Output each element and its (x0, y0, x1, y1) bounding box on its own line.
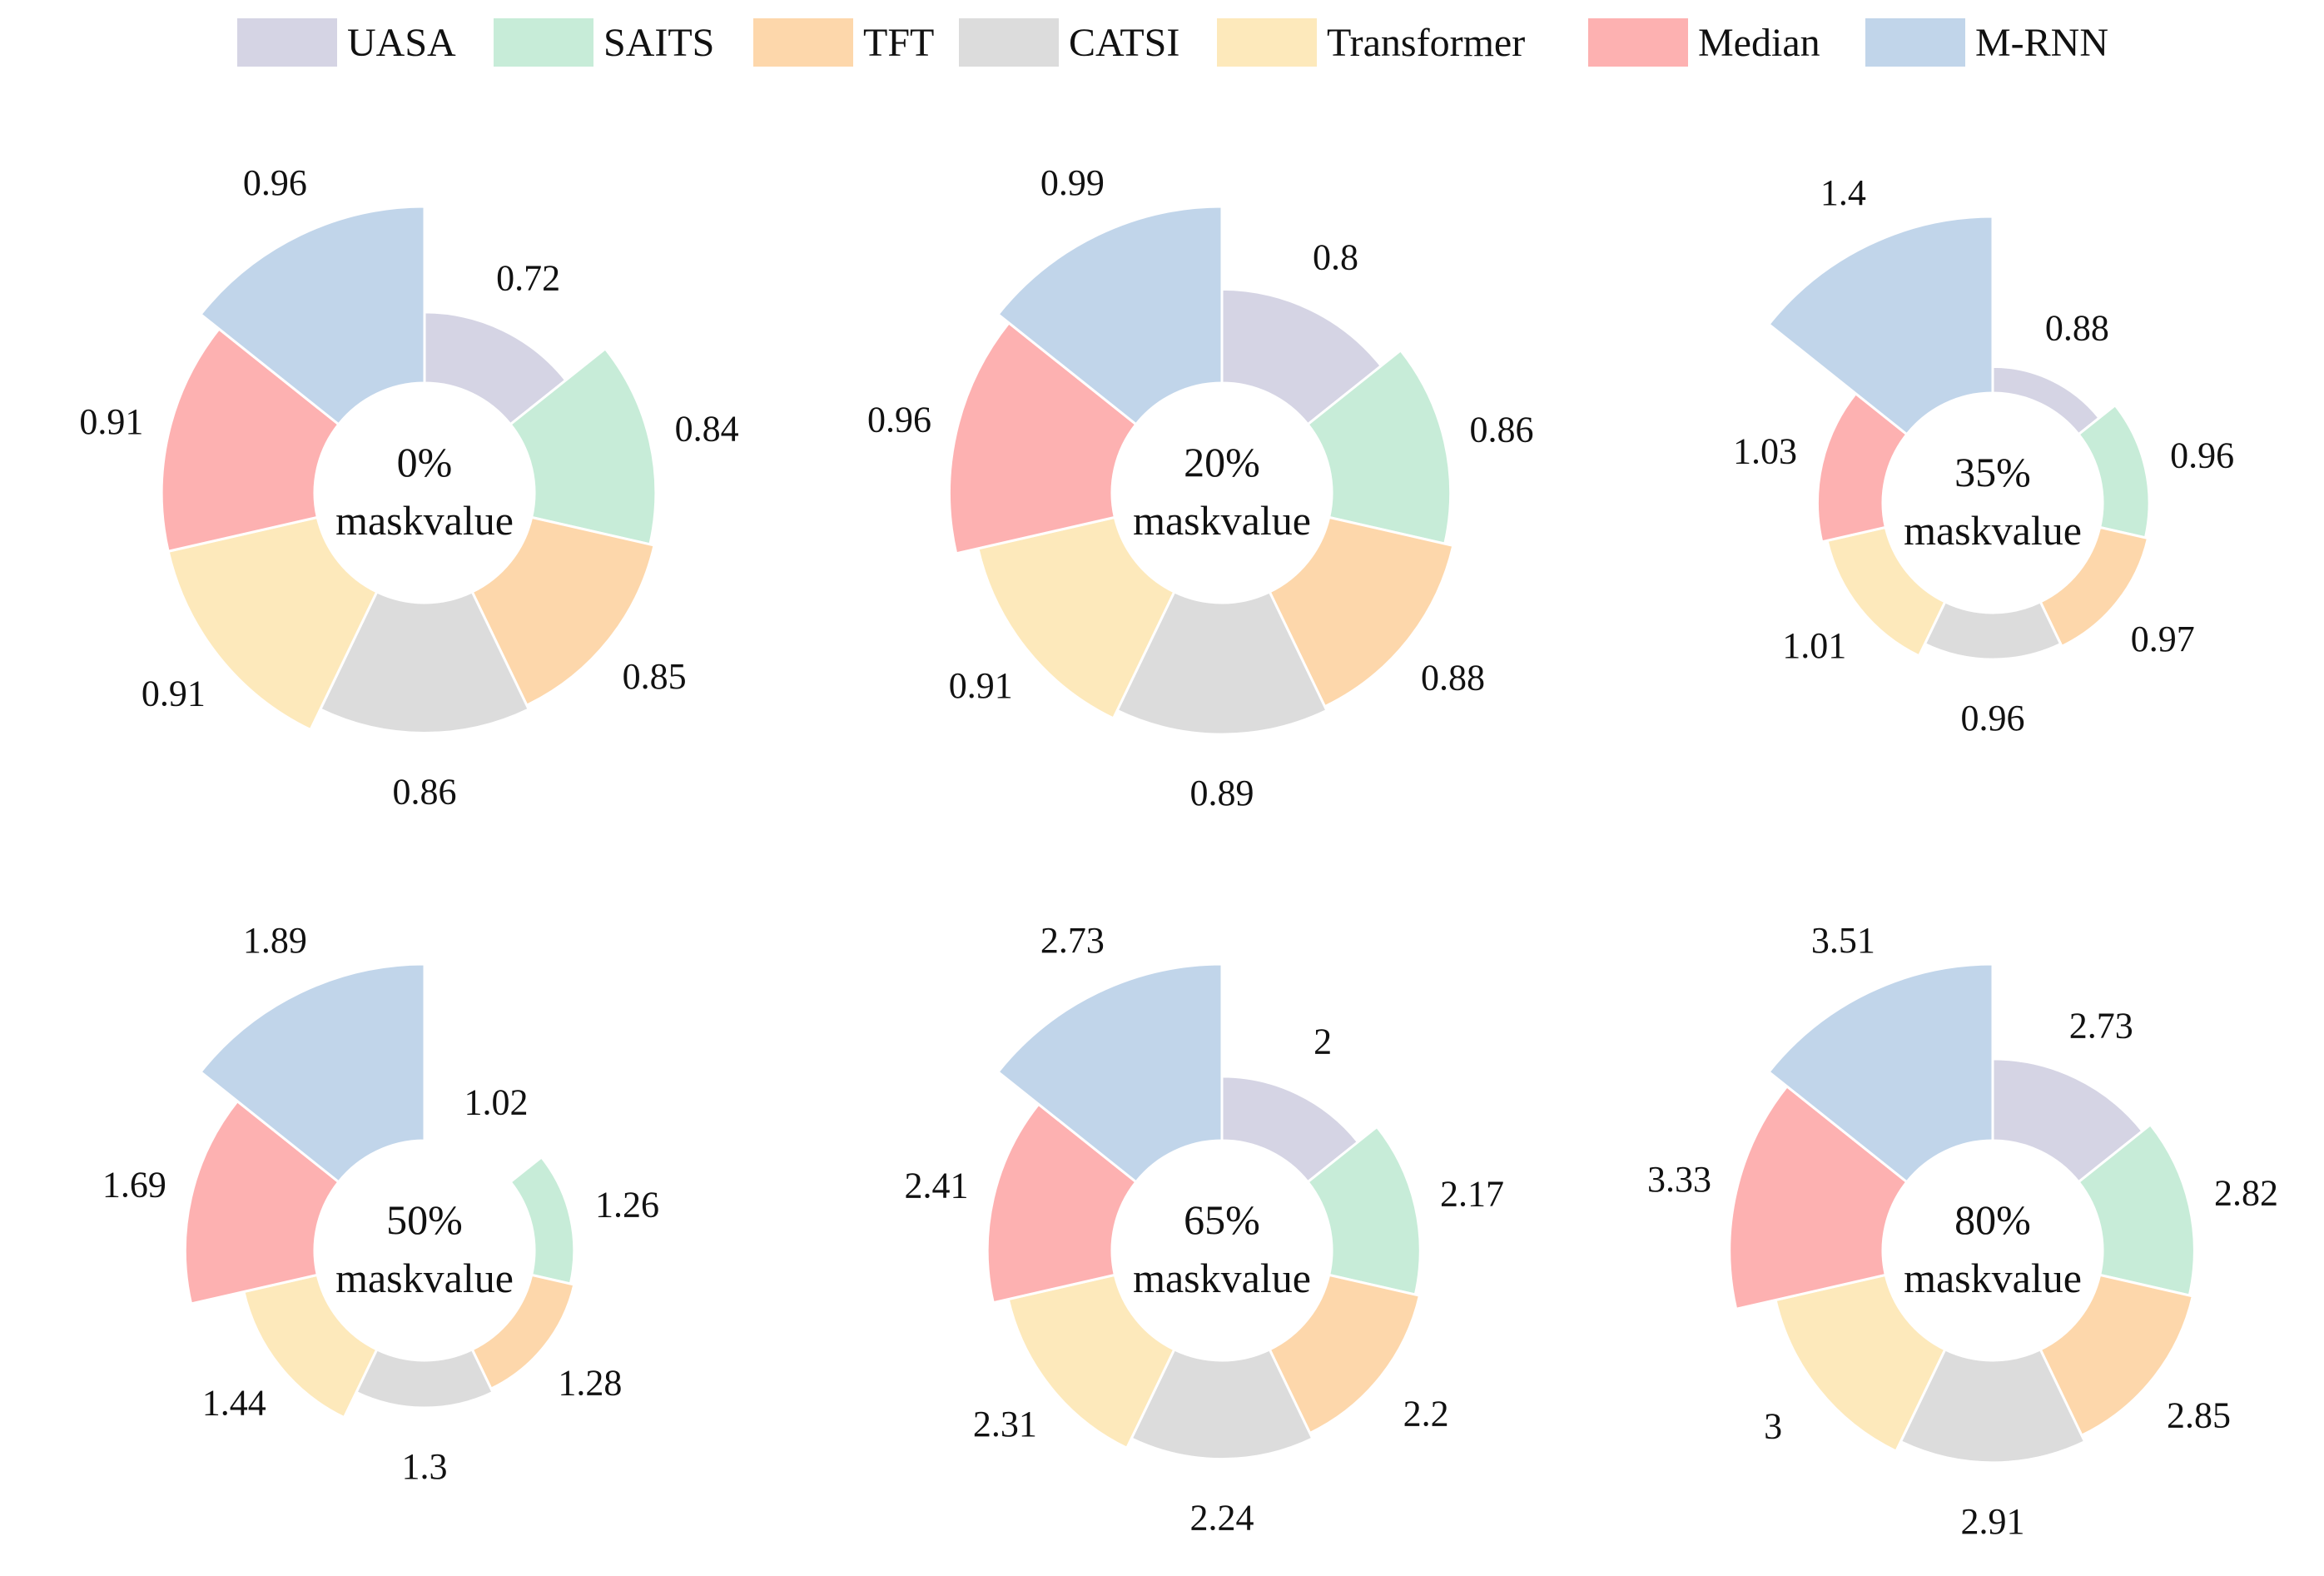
legend-swatch-uasa (237, 18, 337, 67)
donut-hole (1883, 393, 2103, 613)
value-label-saits: 0.84 (675, 409, 739, 450)
value-label-m-rnn: 1.89 (243, 920, 307, 961)
legend-swatch-catsi (959, 18, 1059, 67)
value-label-median: 3.33 (1647, 1159, 1711, 1200)
legend-label-uasa: UASA (347, 20, 456, 65)
legend-swatch-transformer (1217, 18, 1317, 67)
center-label-maskvalue: maskvalue (1133, 497, 1311, 544)
center-label-percent: 0% (397, 439, 453, 485)
value-label-median: 2.41 (905, 1166, 969, 1206)
value-label-catsi: 0.96 (1961, 698, 2025, 738)
rose-chart-1: 0.72 0.84 0.85 0.86 0.91 0.91 0.96 0% maskvalue (79, 162, 738, 812)
legend-item-median: Median (1588, 18, 1820, 67)
legend-item-catsi: CATSI (959, 18, 1179, 67)
value-label-uasa: 1.02 (464, 1081, 529, 1122)
legend-item-uasa: UASA (237, 18, 456, 67)
center-label-maskvalue: maskvalue (335, 497, 514, 544)
center-label-percent: 20% (1184, 439, 1260, 485)
value-label-uasa: 2 (1313, 1022, 1332, 1062)
value-label-transformer: 1.44 (202, 1382, 266, 1423)
value-label-m-rnn: 3.51 (1811, 920, 1875, 961)
rose-chart-6: 2.73 2.82 2.85 2.91 3 3.33 3.51 80% maskvalue (1647, 920, 2278, 1542)
chart-legend: UASA SAITS TFT CATSI Transformer Median … (0, 0, 2324, 92)
center-label-percent: 65% (1184, 1196, 1260, 1243)
value-label-median: 1.69 (102, 1164, 166, 1205)
value-label-saits: 2.82 (2214, 1172, 2278, 1213)
value-label-transformer: 3 (1764, 1405, 1782, 1446)
value-label-uasa: 0.72 (496, 257, 560, 298)
legend-label-catsi: CATSI (1069, 20, 1180, 65)
value-label-median: 0.91 (79, 401, 143, 442)
rose-chart-2: 0.8 0.86 0.88 0.89 0.91 0.96 0.99 20% maskvalue (867, 162, 1533, 813)
rose-chart-4: 1.02 1.26 1.28 1.3 1.44 1.69 1.89 50% maskvalue (102, 920, 659, 1487)
center-label-maskvalue: maskvalue (335, 1255, 514, 1301)
value-label-m-rnn: 0.96 (243, 162, 307, 203)
value-label-transformer: 0.91 (949, 665, 1013, 706)
center-label-percent: 35% (1954, 449, 2031, 495)
rose-chart-3: 0.88 0.96 0.97 0.96 1.01 1.03 1.4 35% maskvalue (1733, 172, 2234, 738)
value-label-m-rnn: 0.99 (1040, 162, 1105, 203)
legend-swatch-m-rnn (1865, 18, 1965, 67)
value-label-catsi: 0.86 (393, 771, 457, 812)
value-label-catsi: 0.89 (1190, 773, 1254, 813)
donut-hole (315, 1141, 534, 1360)
value-label-tft: 0.97 (2131, 619, 2195, 659)
donut-hole (315, 383, 534, 603)
value-label-tft: 0.85 (623, 656, 687, 697)
value-label-m-rnn: 1.4 (1820, 172, 1866, 213)
rose-chart-5: 2 2.17 2.2 2.24 2.31 2.41 2.73 65% maskvalue (905, 920, 1504, 1539)
value-label-saits: 0.86 (1469, 409, 1533, 450)
donut-hole (1112, 1141, 1332, 1360)
value-label-saits: 1.26 (595, 1184, 659, 1225)
legend-item-transformer: Transformer (1217, 18, 1525, 67)
value-label-uasa: 0.8 (1313, 237, 1358, 278)
center-label-maskvalue: maskvalue (1133, 1255, 1311, 1301)
value-label-median: 0.96 (867, 400, 931, 440)
value-label-tft: 0.88 (1421, 657, 1485, 698)
value-label-catsi: 2.91 (1961, 1501, 2025, 1542)
legend-swatch-saits (494, 18, 593, 67)
value-label-m-rnn: 2.73 (1040, 920, 1105, 961)
legend-swatch-tft (753, 18, 853, 67)
value-label-transformer: 1.01 (1782, 625, 1846, 666)
value-label-tft: 2.85 (2167, 1395, 2231, 1435)
value-label-transformer: 0.91 (142, 674, 206, 714)
value-label-saits: 2.17 (1440, 1173, 1504, 1214)
value-label-tft: 1.28 (558, 1363, 622, 1404)
center-label-maskvalue: maskvalue (1904, 1255, 2082, 1301)
center-label-percent: 80% (1954, 1196, 2031, 1243)
donut-hole (1883, 1141, 2103, 1360)
legend-item-saits: SAITS (494, 18, 714, 67)
center-label-percent: 50% (386, 1196, 463, 1243)
value-label-median: 1.03 (1733, 431, 1797, 472)
donut-hole (1112, 383, 1332, 603)
value-label-catsi: 2.24 (1190, 1498, 1254, 1539)
center-label-maskvalue: maskvalue (1904, 507, 2082, 554)
legend-item-tft: TFT (753, 18, 934, 67)
legend-swatch-median (1588, 18, 1688, 67)
legend-item-m-rnn: M-RNN (1865, 18, 2108, 67)
value-label-tft: 2.2 (1403, 1393, 1449, 1434)
legend-label-transformer: Transformer (1327, 20, 1526, 65)
value-label-transformer: 2.31 (973, 1404, 1037, 1444)
legend-label-saits: SAITS (603, 20, 715, 65)
legend-label-m-rnn: M-RNN (1975, 20, 2109, 65)
value-label-saits: 0.96 (2170, 435, 2234, 476)
value-label-catsi: 1.3 (402, 1446, 448, 1487)
value-label-uasa: 2.73 (2069, 1006, 2133, 1047)
legend-label-tft: TFT (863, 20, 935, 65)
legend-label-median: Median (1698, 20, 1820, 65)
value-label-uasa: 0.88 (2045, 307, 2109, 348)
